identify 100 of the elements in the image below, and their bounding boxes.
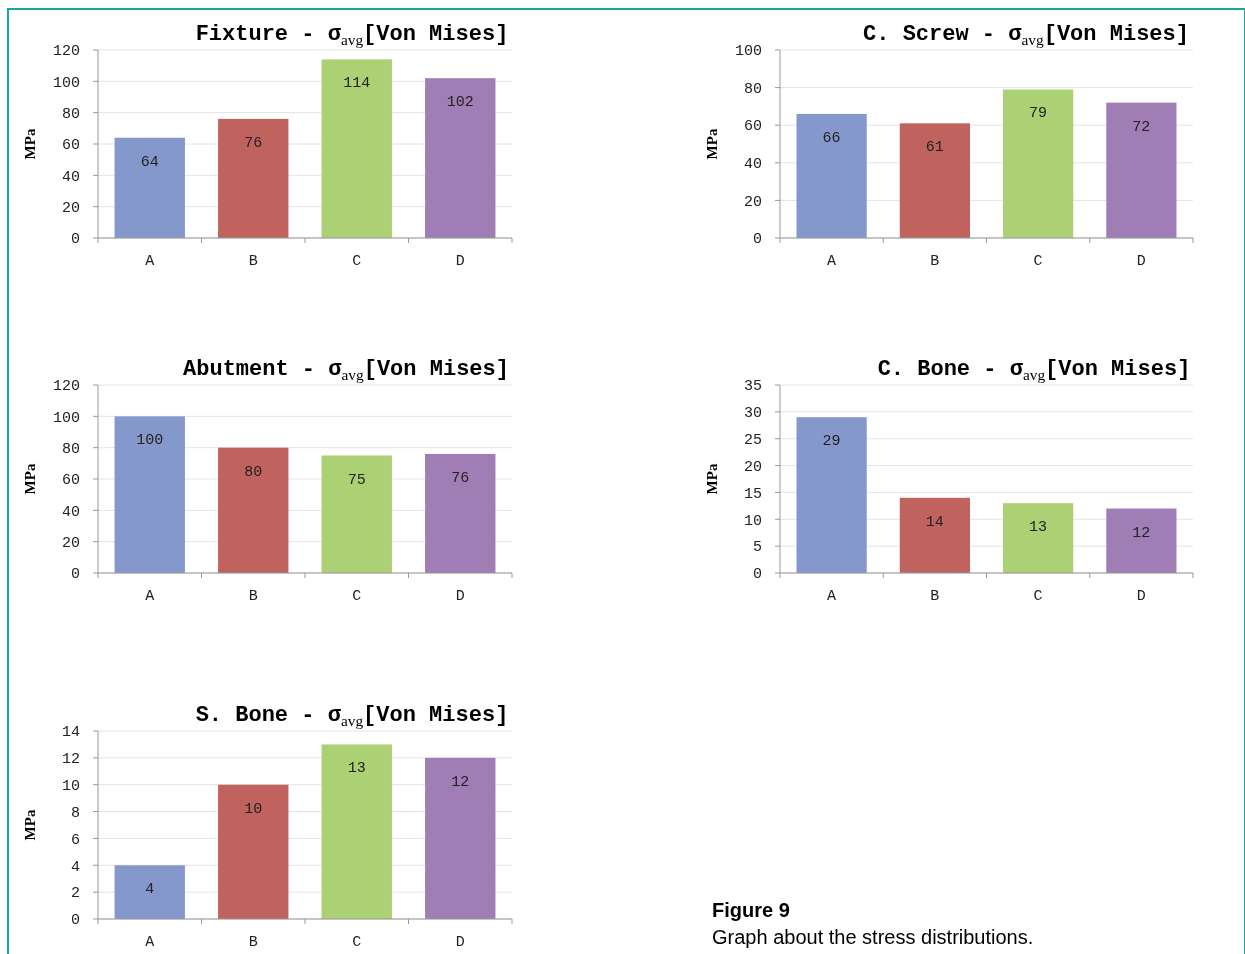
bar xyxy=(796,113,867,238)
y-tick-label: 100 xyxy=(52,409,80,427)
x-tick-label: D xyxy=(1136,588,1146,605)
y-tick-label: 15 xyxy=(743,485,762,503)
data-label: 72 xyxy=(1132,118,1151,136)
bar xyxy=(899,123,970,238)
y-tick-label: 60 xyxy=(743,118,762,136)
x-tick-label: C xyxy=(352,588,362,605)
x-tick-label: D xyxy=(455,588,465,605)
bar xyxy=(425,78,496,238)
x-tick-label: B xyxy=(248,588,258,605)
x-tick-label: C xyxy=(1033,588,1043,605)
data-label: 10 xyxy=(244,800,263,818)
x-tick-label: B xyxy=(930,588,940,605)
y-tick-label: 25 xyxy=(743,431,762,449)
chart-title: C. Screw - σ$_{avg}$[Von Mises] xyxy=(863,22,1189,48)
data-label: 12 xyxy=(451,773,470,791)
data-label: 12 xyxy=(1132,524,1151,542)
bar xyxy=(1003,503,1074,573)
y-tick-label: 8 xyxy=(70,804,80,822)
x-tick-label: B xyxy=(930,253,940,270)
x-tick-label: D xyxy=(1136,253,1146,270)
y-tick-label: 20 xyxy=(743,458,762,476)
y-tick-label: 100 xyxy=(734,43,762,61)
y-tick-label: 60 xyxy=(61,472,80,490)
bar xyxy=(321,455,392,573)
bar xyxy=(114,865,185,919)
bar xyxy=(321,59,392,238)
data-label: 80 xyxy=(244,463,263,481)
y-tick-label: 0 xyxy=(752,566,762,584)
bar xyxy=(114,137,185,238)
y-tick-label: 0 xyxy=(70,231,80,249)
y-tick-label: 4 xyxy=(70,858,80,876)
x-tick-label: D xyxy=(455,934,465,951)
x-tick-label: A xyxy=(827,588,837,605)
y-tick-label: 5 xyxy=(752,539,762,557)
bar xyxy=(321,744,392,919)
data-label: 29 xyxy=(822,433,841,451)
y-tick-label: 14 xyxy=(61,724,80,742)
y-tick-label: 10 xyxy=(61,777,80,795)
data-label: 66 xyxy=(822,129,841,147)
y-tick-label: 40 xyxy=(61,503,80,521)
y-tick-label: 80 xyxy=(61,105,80,123)
x-tick-label: C xyxy=(1033,253,1043,270)
y-tick-label: 20 xyxy=(61,534,80,552)
y-tick-label: 40 xyxy=(61,168,80,186)
text: Figure 9 xyxy=(712,899,790,921)
bar xyxy=(218,447,289,573)
y-tick-label: 0 xyxy=(70,912,80,930)
y-tick-label: 60 xyxy=(61,137,80,155)
bar xyxy=(218,784,289,919)
x-tick-label: A xyxy=(145,934,155,951)
data-label: 61 xyxy=(925,139,944,157)
data-label: 4 xyxy=(145,881,155,899)
y-tick-label: 20 xyxy=(743,193,762,211)
bar xyxy=(899,497,970,573)
bar xyxy=(425,757,496,919)
data-label: 100 xyxy=(136,432,164,450)
data-label: 76 xyxy=(244,134,263,152)
y-axis-title: MPa xyxy=(704,463,720,495)
y-tick-label: 12 xyxy=(61,751,80,769)
data-label: 13 xyxy=(347,760,366,778)
y-axis-title: MPa xyxy=(22,128,38,160)
y-tick-label: 6 xyxy=(70,831,80,849)
data-label: 102 xyxy=(446,94,474,112)
y-tick-label: 120 xyxy=(52,43,80,61)
data-label: 76 xyxy=(451,469,470,487)
chart-title: S. Bone - σ$_{avg}$[Von Mises] xyxy=(195,703,509,729)
y-tick-label: 0 xyxy=(70,566,80,584)
y-tick-label: 10 xyxy=(743,512,762,530)
y-axis-title: MPa xyxy=(22,463,38,495)
y-tick-label: 120 xyxy=(52,378,80,396)
bar xyxy=(425,453,496,573)
data-label: 64 xyxy=(140,153,159,171)
bar xyxy=(1106,102,1177,238)
data-label: 114 xyxy=(343,75,371,93)
x-tick-label: C xyxy=(352,253,362,270)
y-tick-label: 80 xyxy=(61,440,80,458)
data-label: 79 xyxy=(1029,105,1048,123)
x-tick-label: A xyxy=(827,253,837,270)
y-tick-label: 40 xyxy=(743,156,762,174)
x-tick-label: A xyxy=(145,253,155,270)
bar xyxy=(796,417,867,573)
data-label: 13 xyxy=(1029,519,1048,537)
bar xyxy=(114,416,185,573)
x-tick-label: B xyxy=(248,934,258,951)
x-tick-label: B xyxy=(248,253,258,270)
bar xyxy=(218,118,289,238)
y-tick-label: 20 xyxy=(61,199,80,217)
y-tick-label: 0 xyxy=(752,231,762,249)
bar xyxy=(1003,89,1074,238)
data-label: 75 xyxy=(347,471,366,489)
x-tick-label: C xyxy=(352,934,362,951)
y-tick-label: 35 xyxy=(743,378,762,396)
text: Graph about the stress distributions. xyxy=(712,926,1034,948)
chart-title: C. Bone - σ$_{avg}$[Von Mises] xyxy=(877,357,1191,383)
x-tick-label: A xyxy=(145,588,155,605)
y-tick-label: 30 xyxy=(743,405,762,423)
data-label: 14 xyxy=(925,513,944,531)
x-tick-label: D xyxy=(455,253,465,270)
